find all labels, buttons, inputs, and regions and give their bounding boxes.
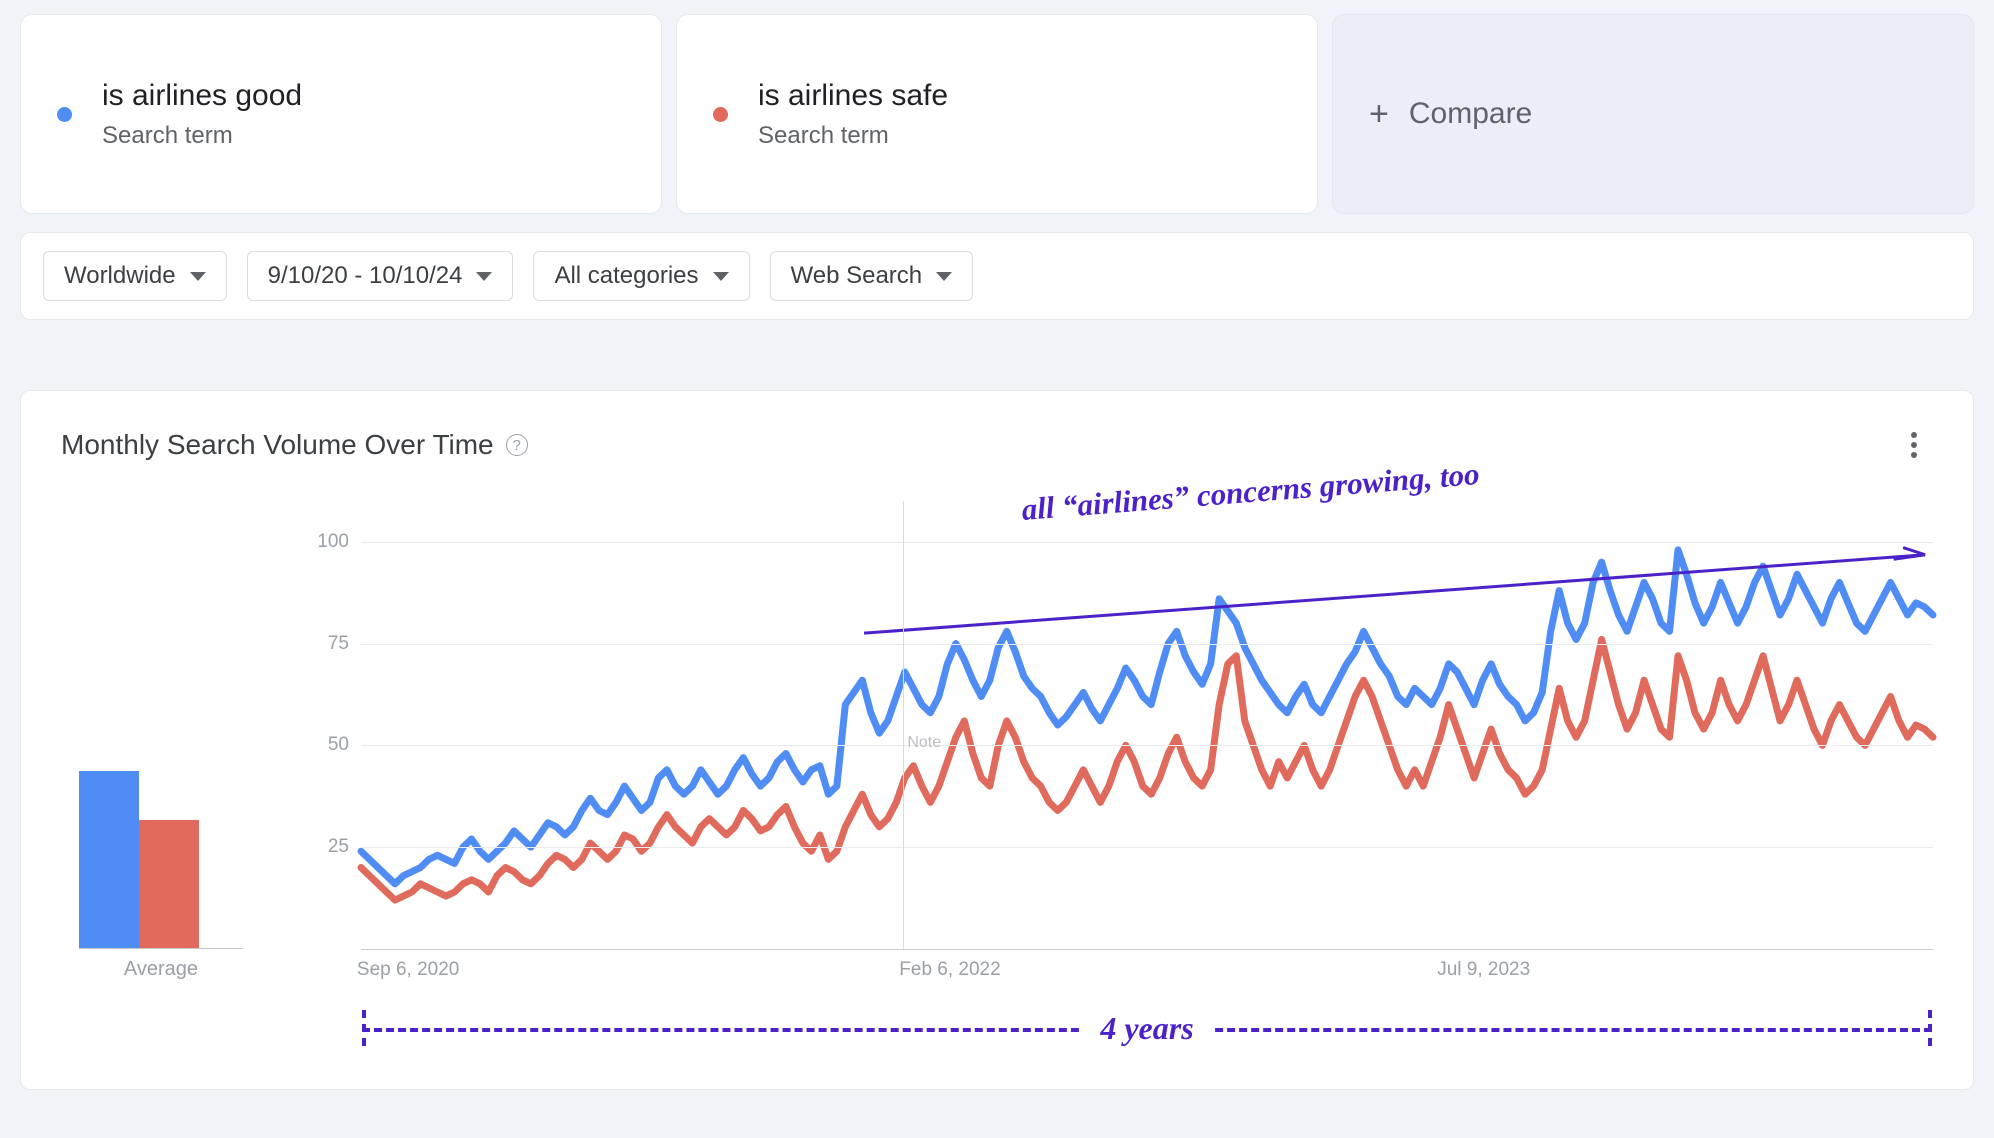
term-text-2: is airlines safe Search term bbox=[758, 78, 948, 150]
region-filter-label: Worldwide bbox=[64, 262, 176, 290]
x-tick-label: Jul 9, 2023 bbox=[1437, 959, 1530, 981]
gridline bbox=[361, 847, 1933, 848]
term-label-1: is airlines good bbox=[102, 78, 302, 114]
trend-arrow-line bbox=[864, 555, 1925, 633]
add-compare-label: Compare bbox=[1409, 97, 1532, 131]
filter-bar: Worldwide 9/10/20 - 10/10/24 All categor… bbox=[20, 232, 1974, 320]
note-label: Note bbox=[907, 734, 941, 752]
gridline bbox=[361, 644, 1933, 645]
series-dot-1 bbox=[57, 107, 72, 122]
series-line-series2 bbox=[361, 639, 1933, 900]
chevron-down-icon bbox=[713, 272, 729, 281]
source-filter-label: Web Search bbox=[791, 262, 923, 290]
average-label: Average bbox=[61, 958, 261, 981]
plus-icon: + bbox=[1369, 97, 1389, 131]
y-axis: 25 50 75 100 bbox=[289, 501, 349, 949]
x-tick-label: Sep 6, 2020 bbox=[357, 959, 459, 981]
add-compare-button[interactable]: + Compare bbox=[1332, 14, 1974, 214]
panel-title: Monthly Search Volume Over Time ? bbox=[61, 429, 528, 461]
y-tick-label: 50 bbox=[289, 734, 349, 756]
term-text-1: is airlines good Search term bbox=[102, 78, 302, 150]
plot-area: Noteall “airlines” concerns growing, too bbox=[361, 501, 1933, 949]
avg-bar-series1 bbox=[79, 771, 139, 948]
span-label: 4 years bbox=[1082, 1010, 1211, 1047]
plot-column: 25 50 75 100 Noteall “airlines” concerns gr… bbox=[289, 501, 1933, 991]
panel-header: Monthly Search Volume Over Time ? bbox=[61, 429, 1933, 461]
term-card-2[interactable]: is airlines safe Search term bbox=[676, 14, 1318, 214]
chart-svg bbox=[361, 501, 1933, 949]
panel-menu-button[interactable] bbox=[1901, 432, 1933, 458]
gridline bbox=[361, 542, 1933, 543]
daterange-filter-label: 9/10/20 - 10/10/24 bbox=[268, 262, 463, 290]
panel-title-text: Monthly Search Volume Over Time bbox=[61, 429, 494, 461]
span-tick bbox=[1928, 1010, 1932, 1046]
trend-arrow-head bbox=[1894, 548, 1925, 560]
daterange-filter[interactable]: 9/10/20 - 10/10/24 bbox=[247, 251, 514, 301]
y-tick-label: 75 bbox=[289, 633, 349, 655]
term-card-1[interactable]: is airlines good Search term bbox=[20, 14, 662, 214]
span-annotation: 4 years bbox=[362, 1010, 1932, 1060]
term-kind-2: Search term bbox=[758, 122, 948, 150]
kebab-icon bbox=[1911, 442, 1917, 448]
chart-body: Average 25 50 75 100 Noteall “airlines” con… bbox=[61, 501, 1933, 991]
average-bars bbox=[79, 629, 243, 949]
x-axis: Sep 6, 2020Feb 6, 2022Jul 9, 2023 bbox=[361, 951, 1933, 991]
category-filter[interactable]: All categories bbox=[533, 251, 749, 301]
series-dot-2 bbox=[713, 107, 728, 122]
gridline bbox=[361, 745, 1933, 746]
note-line bbox=[903, 501, 904, 949]
chart-panel: Monthly Search Volume Over Time ? Averag… bbox=[20, 390, 1974, 1090]
chevron-down-icon bbox=[936, 272, 952, 281]
average-column: Average bbox=[61, 501, 261, 991]
term-label-2: is airlines safe bbox=[758, 78, 948, 114]
term-kind-1: Search term bbox=[102, 122, 302, 150]
help-icon[interactable]: ? bbox=[506, 434, 528, 456]
compare-row: is airlines good Search term is airlines… bbox=[20, 14, 1974, 214]
avg-bar-series2 bbox=[139, 820, 199, 948]
x-tick-label: Feb 6, 2022 bbox=[899, 959, 1000, 981]
y-tick-label: 100 bbox=[289, 531, 349, 553]
source-filter[interactable]: Web Search bbox=[770, 251, 974, 301]
y-tick-label: 25 bbox=[289, 836, 349, 858]
chevron-down-icon bbox=[190, 272, 206, 281]
category-filter-label: All categories bbox=[554, 262, 698, 290]
span-tick bbox=[362, 1010, 366, 1046]
region-filter[interactable]: Worldwide bbox=[43, 251, 227, 301]
chevron-down-icon bbox=[476, 272, 492, 281]
